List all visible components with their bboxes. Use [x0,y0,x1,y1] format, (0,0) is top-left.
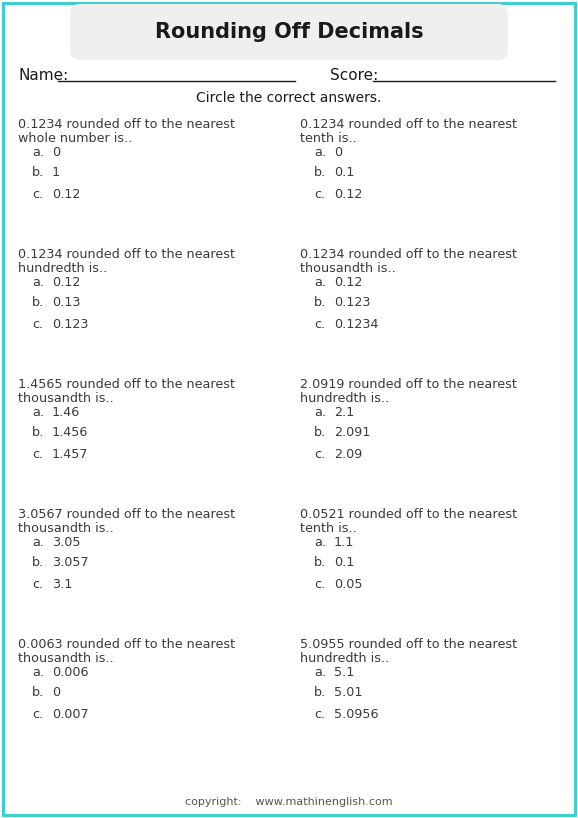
Text: b.: b. [314,686,326,699]
FancyBboxPatch shape [70,4,508,60]
Text: a.: a. [32,666,44,678]
Text: a.: a. [32,406,44,419]
Text: b.: b. [32,556,45,569]
Text: c.: c. [314,708,325,721]
Text: 2.0919 rounded off to the nearest: 2.0919 rounded off to the nearest [300,378,517,391]
Text: 0.0521 rounded off to the nearest: 0.0521 rounded off to the nearest [300,508,517,521]
Text: 3.05: 3.05 [52,536,80,549]
Text: c.: c. [314,578,325,591]
Text: c.: c. [32,187,43,200]
Text: tenth is..: tenth is.. [300,132,357,145]
Text: 1.1: 1.1 [334,536,354,549]
Text: 0.1234 rounded off to the nearest: 0.1234 rounded off to the nearest [18,248,235,261]
Text: 2.1: 2.1 [334,406,354,419]
Text: c.: c. [314,187,325,200]
Text: b.: b. [32,296,45,309]
Text: thousandth is..: thousandth is.. [300,262,396,275]
Text: 5.0955 rounded off to the nearest: 5.0955 rounded off to the nearest [300,638,517,651]
Text: 0.1: 0.1 [334,167,354,179]
Text: a.: a. [32,276,44,289]
Text: whole number is..: whole number is.. [18,132,132,145]
Text: Score:: Score: [330,68,378,83]
Text: c.: c. [32,708,43,721]
Text: 1: 1 [52,167,60,179]
Text: c.: c. [32,317,43,330]
Text: 0.12: 0.12 [52,187,80,200]
Text: 1.457: 1.457 [52,447,88,461]
Text: 1.4565 rounded off to the nearest: 1.4565 rounded off to the nearest [18,378,235,391]
Text: a.: a. [32,146,44,159]
Text: 0.1234: 0.1234 [334,317,379,330]
Text: c.: c. [32,578,43,591]
Text: b.: b. [314,426,326,439]
Text: thousandth is..: thousandth is.. [18,392,114,405]
Text: Rounding Off Decimals: Rounding Off Decimals [155,22,423,42]
Text: hundredth is..: hundredth is.. [300,652,389,665]
Text: 0.12: 0.12 [334,187,362,200]
Text: 0.12: 0.12 [334,276,362,289]
Text: 5.01: 5.01 [334,686,362,699]
Text: 0.12: 0.12 [52,276,80,289]
Text: a.: a. [314,276,326,289]
Text: 0.05: 0.05 [334,578,362,591]
Text: tenth is..: tenth is.. [300,522,357,535]
Text: Circle the correct answers.: Circle the correct answers. [197,91,381,105]
Text: thousandth is..: thousandth is.. [18,652,114,665]
Text: 1.46: 1.46 [52,406,80,419]
Text: 0.1: 0.1 [334,556,354,569]
Text: 0.123: 0.123 [334,296,370,309]
Text: b.: b. [32,167,45,179]
Text: b.: b. [314,296,326,309]
Text: 1.456: 1.456 [52,426,88,439]
Text: 0: 0 [334,146,342,159]
Text: 3.1: 3.1 [52,578,72,591]
Text: a.: a. [314,666,326,678]
Text: 0.123: 0.123 [52,317,88,330]
Text: thousandth is..: thousandth is.. [18,522,114,535]
Text: b.: b. [32,426,45,439]
Text: Name:: Name: [18,68,68,83]
Text: 0: 0 [52,686,60,699]
Text: hundredth is..: hundredth is.. [300,392,389,405]
Text: b.: b. [32,686,45,699]
Text: 0.1234 rounded off to the nearest: 0.1234 rounded off to the nearest [18,118,235,131]
Text: 0.1234 rounded off to the nearest: 0.1234 rounded off to the nearest [300,248,517,261]
Text: 3.057: 3.057 [52,556,88,569]
Text: 0: 0 [52,146,60,159]
Text: a.: a. [314,146,326,159]
Text: 0.13: 0.13 [52,296,80,309]
Text: c.: c. [32,447,43,461]
Text: c.: c. [314,447,325,461]
Text: b.: b. [314,167,326,179]
Text: 2.091: 2.091 [334,426,370,439]
Text: 2.09: 2.09 [334,447,362,461]
Text: 5.1: 5.1 [334,666,354,678]
Text: hundredth is..: hundredth is.. [18,262,108,275]
Text: 5.0956: 5.0956 [334,708,379,721]
Text: b.: b. [314,556,326,569]
Text: 3.0567 rounded off to the nearest: 3.0567 rounded off to the nearest [18,508,235,521]
Text: copyright:    www.mathinenglish.com: copyright: www.mathinenglish.com [185,797,393,807]
Text: a.: a. [314,536,326,549]
Text: 0.1234 rounded off to the nearest: 0.1234 rounded off to the nearest [300,118,517,131]
Text: 0.006: 0.006 [52,666,88,678]
Text: 0.007: 0.007 [52,708,88,721]
Text: a.: a. [32,536,44,549]
Text: c.: c. [314,317,325,330]
Text: 0.0063 rounded off to the nearest: 0.0063 rounded off to the nearest [18,638,235,651]
Text: a.: a. [314,406,326,419]
